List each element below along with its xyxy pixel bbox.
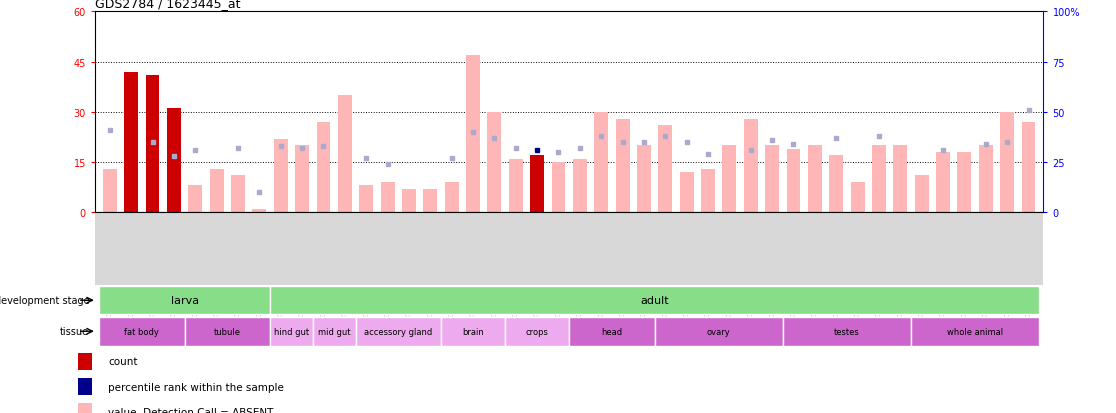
Bar [167,109,181,213]
Bar [423,189,437,213]
Bar [616,119,629,213]
Bar [252,209,267,213]
Text: development stage: development stage [0,295,89,306]
Bar [145,76,160,213]
Text: count: count [108,356,137,366]
Bar [509,159,522,213]
Bar [594,113,608,213]
Bar [78,353,92,370]
Bar [722,146,737,213]
Bar [338,96,352,213]
Bar [850,183,865,213]
Bar [103,169,117,213]
Text: percentile rank within the sample: percentile rank within the sample [108,382,285,392]
Bar [124,73,138,213]
Bar [99,317,184,346]
Text: ovary: ovary [706,327,731,336]
Bar [787,149,800,213]
Bar [829,156,844,213]
Text: crops: crops [526,327,549,336]
Bar [744,119,758,213]
Bar [184,317,270,346]
Bar [655,317,782,346]
Bar [273,139,288,213]
Bar [958,153,971,213]
Bar [381,183,394,213]
Bar [488,113,501,213]
Bar [530,156,545,213]
Bar [701,169,715,213]
Text: accessory gland: accessory gland [364,327,432,336]
Bar [911,317,1039,346]
Bar [189,186,202,213]
Bar [551,163,566,213]
Bar [359,186,373,213]
Text: mid gut: mid gut [318,327,350,336]
Bar [569,317,655,346]
Bar [441,317,506,346]
Bar [915,176,929,213]
Text: whole animal: whole animal [947,327,1003,336]
Bar [270,286,1039,315]
Bar [78,378,92,395]
Bar [573,159,587,213]
Text: GDS2784 / 1623445_at: GDS2784 / 1623445_at [95,0,240,10]
Text: testes: testes [834,327,859,336]
Bar [782,317,911,346]
Bar [808,146,821,213]
Bar [270,317,312,346]
Text: head: head [602,327,623,336]
Bar [894,146,907,213]
Text: larva: larva [171,295,199,306]
Bar [658,126,672,213]
Bar [872,146,886,213]
Text: value, Detection Call = ABSENT: value, Detection Call = ABSENT [108,407,273,413]
Bar [295,146,309,213]
Bar [444,183,459,213]
Bar [506,317,569,346]
Bar [317,123,330,213]
Bar [680,173,694,213]
Bar [231,176,244,213]
Text: adult: adult [641,295,668,306]
Bar [1021,123,1036,213]
Bar [936,153,950,213]
Bar [979,146,993,213]
Bar [312,317,356,346]
Text: tissue: tissue [60,326,89,337]
Bar [78,404,92,413]
Bar [99,286,270,315]
Bar [466,56,480,213]
Text: tubule: tubule [214,327,241,336]
Bar [210,169,223,213]
Bar [766,146,779,213]
Text: fat body: fat body [124,327,160,336]
Text: brain: brain [462,327,484,336]
Bar [637,146,651,213]
Text: hind gut: hind gut [273,327,309,336]
Bar [356,317,441,346]
Bar [402,189,416,213]
Bar [1000,113,1014,213]
